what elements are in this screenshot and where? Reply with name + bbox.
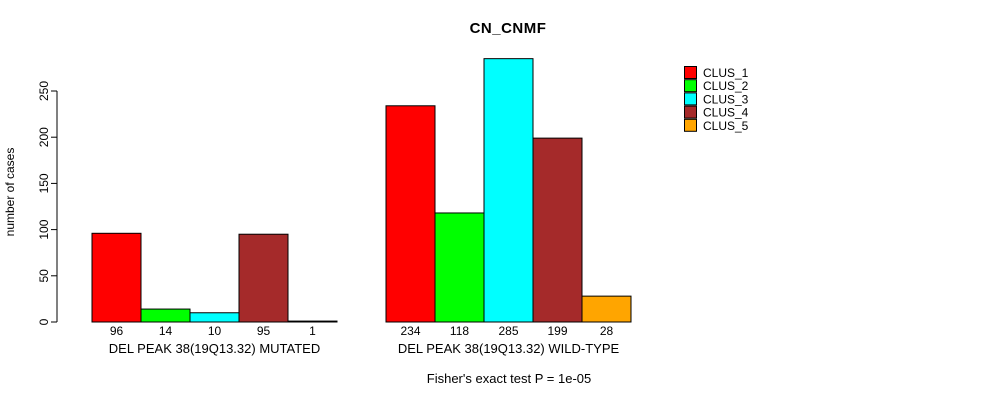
bar-value-label: 95 [257, 324, 271, 338]
bar-clus_5 [581, 295, 632, 323]
bar-value-label: 118 [450, 324, 469, 338]
chart-title: CN_CNMF [469, 20, 547, 37]
y-tick-label: 150 [37, 173, 51, 193]
bar-value-label: 234 [400, 324, 420, 338]
bar-value-label: 96 [110, 324, 124, 338]
legend-swatch-clus_1 [684, 66, 697, 79]
bar-clus_4 [532, 137, 583, 323]
bar-value-label: 199 [547, 324, 567, 338]
bar-clus_5 [287, 320, 338, 323]
legend-label: CLUS_3 [703, 92, 749, 106]
bar-value-label: 1 [309, 324, 316, 338]
legend-label: CLUS_2 [703, 79, 749, 93]
legend-label: CLUS_5 [703, 119, 749, 133]
group-label: DEL PEAK 38(19Q13.32) MUTATED [109, 341, 320, 356]
bar-value-label: 10 [208, 324, 222, 338]
bar-clus_2 [434, 212, 485, 323]
legend-swatch-clus_2 [684, 79, 697, 93]
legend-swatch-clus_4 [684, 105, 697, 119]
bar-value-label: 28 [600, 324, 614, 338]
group-label: DEL PEAK 38(19Q13.32) WILD-TYPE [398, 341, 620, 356]
bar-clus_4 [238, 233, 289, 323]
legend-label: CLUS_4 [703, 106, 749, 120]
bar-clus_3 [189, 312, 240, 323]
bar-value-label: 14 [159, 324, 173, 338]
legend-label: CLUS_1 [703, 66, 749, 80]
bar-value-label: 285 [498, 324, 518, 338]
y-tick-label: 50 [37, 269, 51, 283]
legend-swatch-clus_5 [684, 118, 697, 132]
legend-swatch-clus_3 [684, 92, 697, 106]
y-axis-title: number of cases [3, 148, 17, 237]
y-tick-label: 250 [37, 81, 51, 101]
y-tick-label: 0 [37, 318, 51, 325]
y-tick-label: 200 [37, 127, 51, 147]
fisher-test-caption: Fisher's exact test P = 1e-05 [426, 371, 592, 386]
bar-clus_3 [483, 58, 534, 323]
bar-clus_1 [385, 105, 436, 323]
bar-clus_2 [140, 308, 191, 323]
bar-clus_1 [91, 232, 142, 323]
y-tick-label: 100 [37, 219, 51, 239]
